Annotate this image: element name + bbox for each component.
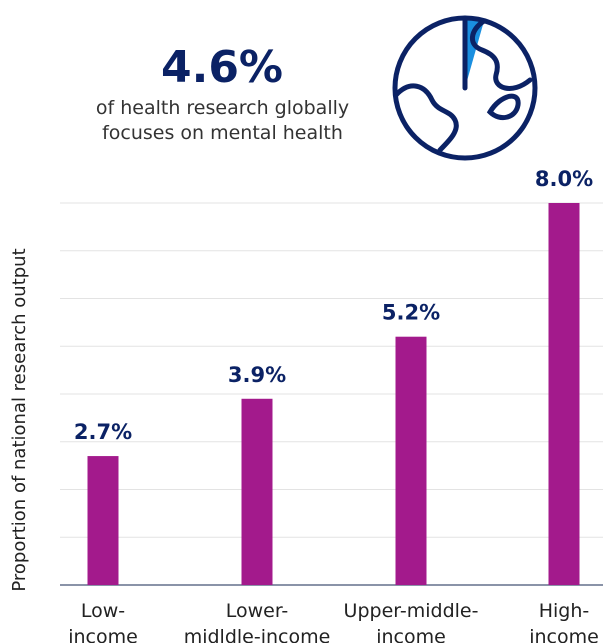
bar — [548, 203, 580, 585]
x-tick-label: Lower-midldle-income — [184, 600, 331, 643]
bar — [395, 336, 427, 585]
headline-text: of health research globally focuses on m… — [95, 97, 350, 144]
bar — [241, 398, 273, 585]
headline-stat: 4.6% — [161, 42, 283, 93]
x-tick-label: Low-income — [68, 600, 138, 643]
headline-text-box: of health research globally focuses on m… — [95, 97, 350, 144]
value-label: 5.2% — [382, 301, 440, 325]
x-tick-label: Upper-middle-income — [344, 600, 479, 643]
value-label: 3.9% — [228, 363, 286, 387]
bar — [87, 456, 119, 585]
x-tick-label: High-income — [529, 600, 599, 643]
globe-icon — [392, 15, 538, 161]
value-label: 2.7% — [74, 420, 132, 444]
y-axis-label: Proportion of national research output — [9, 248, 30, 591]
value-label: 8.0% — [535, 167, 593, 191]
